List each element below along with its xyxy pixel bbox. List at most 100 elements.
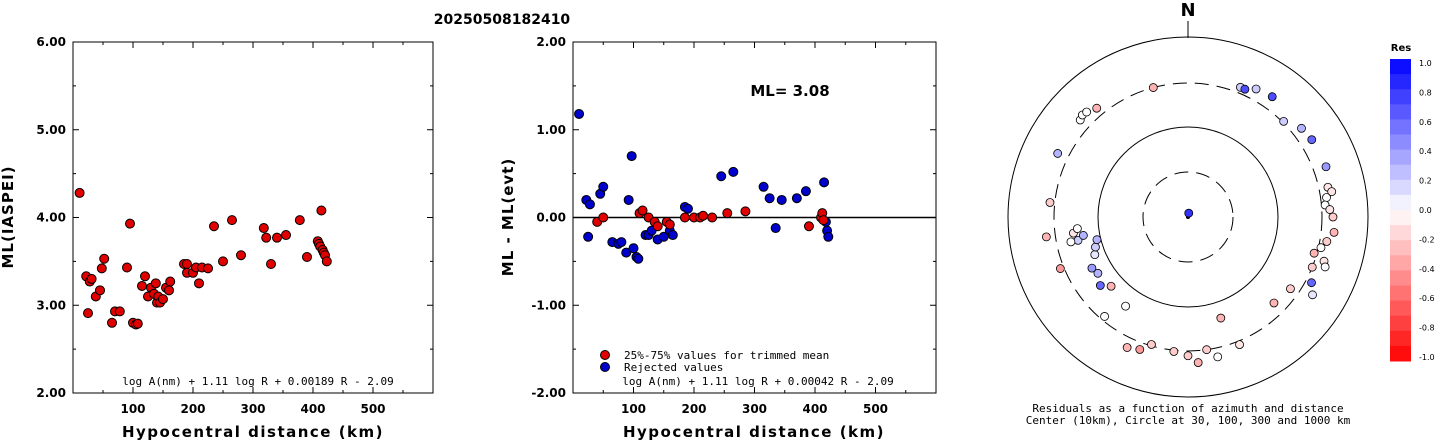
colorbar-cell: [1390, 330, 1411, 347]
data-point: [682, 203, 693, 214]
data-point: [803, 221, 814, 232]
data-point: [764, 193, 775, 204]
data-point: [114, 306, 125, 317]
station-point: [1329, 227, 1339, 237]
station-point: [1082, 107, 1092, 117]
data-point: [321, 256, 332, 267]
data-point: [125, 218, 135, 229]
data-point: [728, 166, 739, 177]
x-tick-label: 200: [681, 402, 706, 416]
station-point: [1325, 205, 1335, 214]
legend-marker-rejected: [600, 362, 610, 372]
station-point: [1279, 116, 1289, 126]
data-point: [740, 206, 751, 217]
data-point: [698, 210, 709, 221]
data-point: [83, 308, 93, 319]
station-point: [1087, 263, 1097, 273]
map-caption-line1: Residuals as a function of azimuth and d…: [1032, 402, 1343, 415]
x-tick-label: 300: [240, 402, 265, 416]
data-point: [616, 237, 627, 248]
data-point: [823, 231, 834, 242]
data-point: [158, 294, 168, 305]
colorbar-cell: [1390, 210, 1411, 226]
data-point: [800, 186, 811, 197]
colorbar-cell: [1390, 255, 1411, 271]
data-point: [266, 259, 276, 270]
station-point: [1297, 123, 1306, 133]
data-point: [818, 215, 829, 226]
colorbar-cell: [1390, 300, 1411, 317]
panel-residual-vs-distance: 100 200 300 400 500 -2.00 -1.00 0.00 1.00 2.00 Hy…: [499, 35, 937, 441]
data-point: [626, 151, 637, 162]
station-point: [1106, 281, 1116, 291]
data-point: [583, 231, 594, 242]
data-point: [209, 221, 219, 232]
station-point: [1193, 358, 1203, 367]
data-point: [272, 232, 282, 243]
ring-1000km: [1007, 36, 1369, 398]
data-point: [227, 215, 237, 226]
station-point: [1251, 84, 1261, 94]
data-point: [316, 205, 327, 216]
data-point: [294, 215, 305, 226]
data-point: [302, 251, 312, 262]
data-point: [633, 253, 644, 264]
ring-300km: [1053, 82, 1323, 352]
station-point: [1328, 212, 1338, 222]
colorbar: Res 1.0 0.8 0.6 0.4 0.2 0.0 -0.2 -0.4 -0.6 -0.8 -1…: [1390, 43, 1435, 362]
station-point: [1055, 264, 1065, 273]
x-tick-label: 100: [621, 402, 646, 416]
data-point: [261, 232, 272, 243]
data-point: [770, 223, 781, 234]
station-point: [1135, 345, 1145, 354]
data-point: [598, 181, 609, 192]
colorbar-cell: [1390, 225, 1411, 241]
station-point: [1216, 313, 1226, 323]
data-point: [86, 273, 97, 284]
data-point: [203, 263, 213, 274]
data-point: [74, 187, 85, 198]
y-tick-label: 6.00: [36, 35, 66, 49]
colorbar-tick-label: -0.4: [1419, 265, 1435, 274]
data-point: [776, 194, 787, 205]
y-axis-label: ML - ML(evt): [499, 158, 517, 276]
station-point: [1045, 198, 1055, 207]
colorbar-cell: [1390, 194, 1411, 211]
event-title: 20250508182410: [434, 12, 571, 28]
y-tick-label: 3.00: [36, 298, 66, 312]
data-point: [164, 285, 174, 296]
legend-marker-trimmed: [600, 350, 610, 360]
data-point: [722, 208, 733, 219]
station-point: [1307, 278, 1316, 288]
colorbar-cell: [1390, 345, 1411, 362]
panel-azimuth-map: N Residuals as a function of azimuth and…: [1007, 0, 1369, 427]
colorbar-cell: [1390, 240, 1411, 256]
data-point: [716, 171, 727, 182]
station-point: [1100, 312, 1109, 321]
station-point: [1184, 208, 1194, 218]
colorbar-cell: [1390, 119, 1411, 135]
station-point: [1213, 352, 1223, 362]
x-tick-label: 100: [120, 402, 145, 416]
station-point: [1322, 237, 1332, 246]
colorbar-tick-label: 0.0: [1419, 206, 1432, 215]
data-point: [584, 199, 595, 210]
colorbar-title: Res: [1391, 43, 1411, 54]
plot-frame: [72, 41, 434, 394]
data-point: [791, 193, 802, 204]
colorbar-cells: [1390, 59, 1411, 362]
map-caption-line2: Center (10km), Circle at 30, 100, 300 an…: [1026, 414, 1351, 427]
colorbar-tick-label: 0.4: [1419, 147, 1432, 156]
data-point: [140, 271, 150, 282]
data-point: [652, 221, 663, 232]
colorbar-ticks: 1.0 0.8 0.6 0.4 0.2 0.0 -0.2 -0.4 -0.6 -0.8 -1.0: [1419, 59, 1435, 362]
x-axis-label: Hypocentral distance (km): [623, 423, 885, 441]
station-point: [1327, 187, 1337, 197]
data-point: [679, 212, 690, 223]
station-point: [1169, 347, 1179, 356]
data-point: [621, 247, 632, 258]
colorbar-cell: [1390, 134, 1411, 151]
x-tick-label: 500: [863, 402, 888, 416]
colorbar-tick-label: 0.2: [1419, 177, 1432, 186]
y-tick-label: -1.00: [531, 298, 566, 312]
